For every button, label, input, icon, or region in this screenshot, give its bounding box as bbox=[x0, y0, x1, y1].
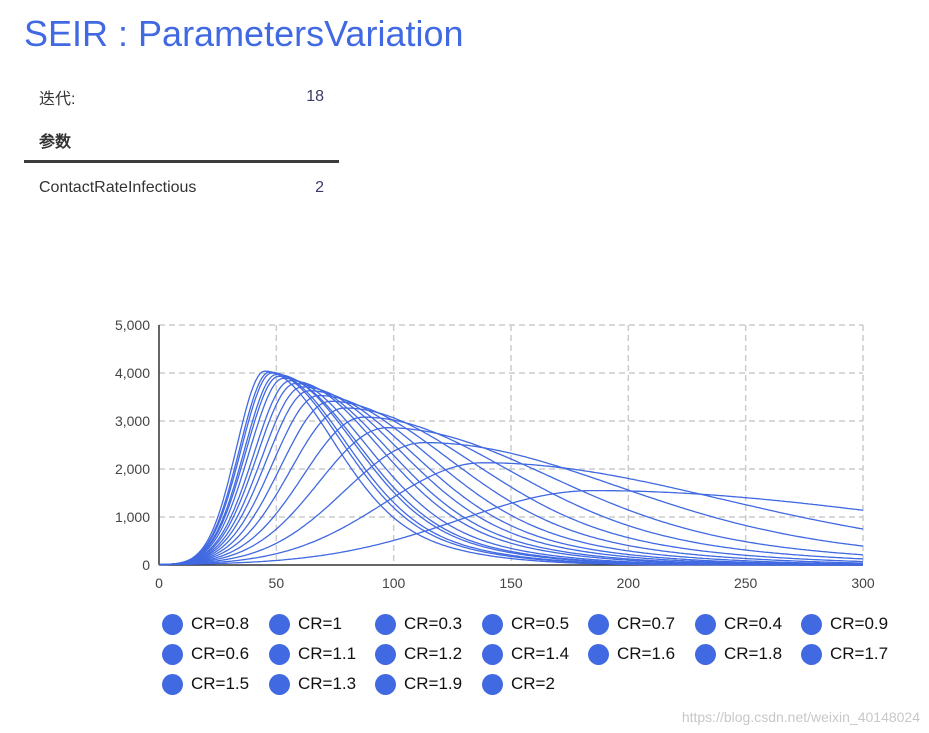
legend-item[interactable]: CR=1.2 bbox=[375, 642, 462, 666]
legend-item[interactable]: CR=1 bbox=[269, 612, 342, 636]
legend-dot-icon bbox=[482, 643, 503, 665]
legend-label: CR=0.9 bbox=[830, 614, 889, 633]
series-line-cr-0-3 bbox=[159, 489, 864, 566]
iteration-label: 迭代: bbox=[39, 91, 76, 108]
legend-label: CR=0.3 bbox=[404, 614, 463, 633]
x-tick-label: 200 bbox=[617, 575, 641, 591]
stats-table: 迭代: 18 参数 ContactRateInfectious 2 bbox=[24, 78, 339, 207]
legend-item[interactable]: CR=1.4 bbox=[482, 642, 569, 666]
watermark: https://blog.csdn.net/weixin_40148024 bbox=[681, 709, 920, 725]
legend-item[interactable]: CR=0.8 bbox=[162, 612, 249, 636]
y-tick-label: 2,000 bbox=[115, 461, 150, 477]
legend-item[interactable]: CR=1.8 bbox=[695, 642, 782, 666]
legend-label: CR=0.4 bbox=[724, 614, 783, 633]
series-line-cr-0-7 bbox=[158, 416, 864, 566]
legend-dot-icon bbox=[482, 613, 503, 635]
legend-label: CR=0.8 bbox=[191, 614, 250, 633]
series-line-cr-0-9 bbox=[158, 400, 864, 566]
param-row: ContactRateInfectious 2 bbox=[24, 169, 339, 207]
legend-label: CR=1.2 bbox=[404, 644, 463, 663]
legend-item[interactable]: CR=1.5 bbox=[162, 672, 249, 696]
legend-dot-icon bbox=[269, 613, 290, 635]
legend-item[interactable]: CR=1.3 bbox=[269, 672, 356, 696]
legend-item[interactable]: CR=0.3 bbox=[375, 612, 462, 636]
x-tick-label: 0 bbox=[155, 575, 163, 591]
param-name: ContactRateInfectious bbox=[39, 179, 197, 196]
legend-label: CR=0.6 bbox=[191, 644, 250, 663]
series-line-cr-0-5 bbox=[159, 441, 864, 566]
legend-label: CR=1.1 bbox=[298, 644, 357, 663]
x-tick-label: 250 bbox=[734, 575, 758, 591]
y-tick-label: 1,000 bbox=[115, 509, 150, 525]
legend-label: CR=1.9 bbox=[404, 674, 463, 693]
series-line-cr-1-1 bbox=[158, 390, 863, 566]
x-tick-label: 50 bbox=[269, 575, 285, 591]
params-header: 参数 bbox=[24, 120, 339, 163]
legend-item[interactable]: CR=0.7 bbox=[588, 612, 675, 636]
x-tick-label: 100 bbox=[382, 575, 406, 591]
legend-label: CR=1.4 bbox=[511, 644, 570, 663]
iteration-value: 18 bbox=[306, 88, 324, 105]
legend-item[interactable]: CR=1.6 bbox=[588, 642, 675, 666]
legend-dot-icon bbox=[162, 643, 183, 665]
legend-item[interactable]: CR=2 bbox=[482, 672, 555, 696]
legend-item[interactable]: CR=1.1 bbox=[269, 642, 356, 666]
legend-dot-icon bbox=[162, 613, 183, 635]
legend-label: CR=0.7 bbox=[617, 614, 676, 633]
chart-area: 0 50 100 150 200 250 300 0 1,000 2,000 3,000 4,000 5… bbox=[0, 300, 929, 600]
legend-label: CR=1.8 bbox=[724, 644, 783, 663]
legend-dot-icon bbox=[588, 613, 609, 635]
legend-dot-icon bbox=[375, 673, 396, 695]
legend-label: CR=1.5 bbox=[191, 674, 250, 693]
page-title: SEIR : ParametersVariation bbox=[24, 13, 464, 54]
series-line-cr-0-8 bbox=[158, 407, 864, 566]
legend-dot-icon bbox=[375, 643, 396, 665]
legend-dot-icon bbox=[269, 673, 290, 695]
legend-label: CR=2 bbox=[511, 674, 555, 693]
legend-item[interactable]: CR=0.4 bbox=[695, 612, 782, 636]
y-tick-label: 0 bbox=[142, 557, 150, 573]
legend-label: CR=1.7 bbox=[830, 644, 889, 663]
legend-item[interactable]: CR=1.7 bbox=[801, 642, 888, 666]
legend-label: CR=1.6 bbox=[617, 644, 676, 663]
legend-dot-icon bbox=[695, 643, 716, 665]
line-chart: 0 50 100 150 200 250 300 0 1,000 2,000 3,000 4,000 5… bbox=[115, 317, 875, 591]
legend-label: CR=0.5 bbox=[511, 614, 570, 633]
legend-item[interactable]: CR=0.6 bbox=[162, 642, 249, 666]
legend-label: CR=1 bbox=[298, 614, 342, 633]
y-tick-label: 3,000 bbox=[115, 413, 150, 429]
series-line-cr-1 bbox=[159, 394, 863, 566]
iteration-row: 迭代: 18 bbox=[24, 78, 339, 116]
legend-item[interactable]: CR=0.9 bbox=[801, 612, 888, 636]
series-line-cr-1-2 bbox=[158, 386, 863, 566]
x-tick-label: 300 bbox=[851, 575, 875, 591]
legend-dot-icon bbox=[588, 643, 609, 665]
series-line-cr-0-6 bbox=[159, 427, 864, 566]
y-tick-label: 4,000 bbox=[115, 365, 150, 381]
series-line-cr-2 bbox=[159, 370, 863, 566]
x-tick-label: 150 bbox=[499, 575, 523, 591]
y-tick-label: 5,000 bbox=[115, 317, 150, 333]
legend-dot-icon bbox=[482, 673, 503, 695]
series-line-cr-0-4 bbox=[159, 462, 864, 566]
legend-dot-icon bbox=[375, 613, 396, 635]
legend-dot-icon bbox=[801, 643, 822, 665]
legend-dot-icon bbox=[801, 613, 822, 635]
legend-dot-icon bbox=[269, 643, 290, 665]
legend-label: CR=1.3 bbox=[298, 674, 357, 693]
param-value: 2 bbox=[315, 179, 324, 196]
legend-dot-icon bbox=[162, 673, 183, 695]
legend-item[interactable]: CR=1.9 bbox=[375, 672, 462, 696]
legend-item[interactable]: CR=0.5 bbox=[482, 612, 569, 636]
legend-dot-icon bbox=[695, 613, 716, 635]
